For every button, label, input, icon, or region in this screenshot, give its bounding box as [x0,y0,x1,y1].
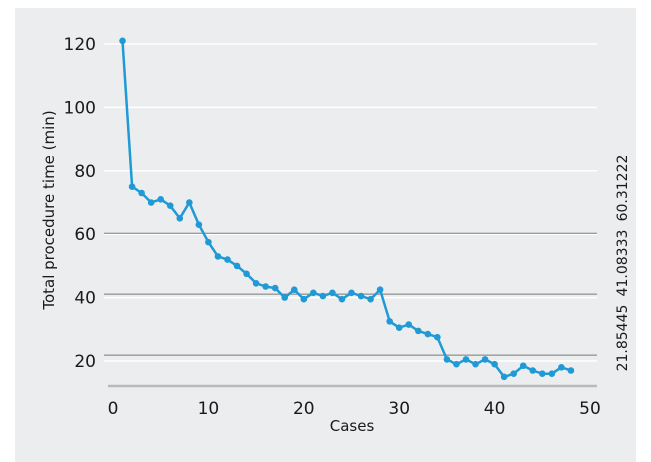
data-point [462,356,470,363]
data-point [500,373,508,381]
data-point [338,295,346,303]
y-tick-labels: 20 40 60 80 100 120 [64,35,96,372]
x-tick-label: 10 [198,399,220,419]
data-point [252,280,260,287]
y-axis-title: Total procedure time (min) [40,110,58,310]
data-point [281,294,289,301]
data-point [233,262,241,270]
data-point [472,360,479,368]
data-point [491,360,498,368]
reference-value-label: 41.08333 [615,230,631,297]
data-point [348,289,355,297]
data-point [548,370,556,377]
data-point [453,360,460,368]
x-tick-label: 50 [579,399,601,419]
reference-value-label: 60.31222 [615,155,631,222]
data-point [186,199,193,206]
data-point [290,286,298,293]
data-point [414,327,422,335]
data-point [558,364,565,371]
x-tick-labels: 0 10 20 30 40 50 [108,399,601,419]
data-point [119,37,126,45]
data-point [166,202,174,209]
data-point [405,321,413,328]
data-point [510,370,517,377]
data-point [424,330,432,338]
data-point [138,189,145,197]
y-tick-label: 80 [74,162,96,182]
data-point [176,215,184,222]
data-point [205,238,212,246]
reference-value-label: 21.85445 [615,305,631,372]
y-tick-label: 20 [74,352,96,372]
data-point [367,295,374,303]
data-point [386,318,393,325]
x-tick-label: 30 [388,399,410,419]
data-point [329,289,336,297]
data-point [224,256,231,263]
x-axis-title: Cases [330,417,375,435]
data-point [357,292,365,300]
data-point [567,367,575,374]
data-point [376,286,384,293]
data-point [195,221,203,228]
data-point [481,356,489,363]
data-point [319,292,327,300]
plot-background [15,8,636,462]
data-point [310,289,317,297]
data-point [539,370,546,377]
x-tick-label: 40 [484,399,506,419]
data-point [128,183,136,190]
data-point [262,283,269,290]
reference-value-labels: 21.85445 41.08333 60.31222 [615,155,631,372]
y-tick-label: 120 [64,35,96,55]
y-tick-label: 60 [74,225,96,245]
data-point [147,199,155,206]
data-point [157,196,164,203]
data-point [271,284,279,292]
data-points [119,37,575,381]
data-point [434,333,441,341]
data-point [529,367,537,374]
gridlines [104,43,597,362]
data-point [214,253,222,260]
y-tick-label: 100 [64,98,96,118]
data-point [395,324,403,332]
x-tick-label: 20 [293,399,315,419]
data-point [443,356,451,363]
data-point [519,362,527,370]
y-tick-label: 40 [74,289,96,309]
data-point [243,270,250,278]
data-point [300,295,308,303]
x-tick-label: 0 [108,399,119,419]
